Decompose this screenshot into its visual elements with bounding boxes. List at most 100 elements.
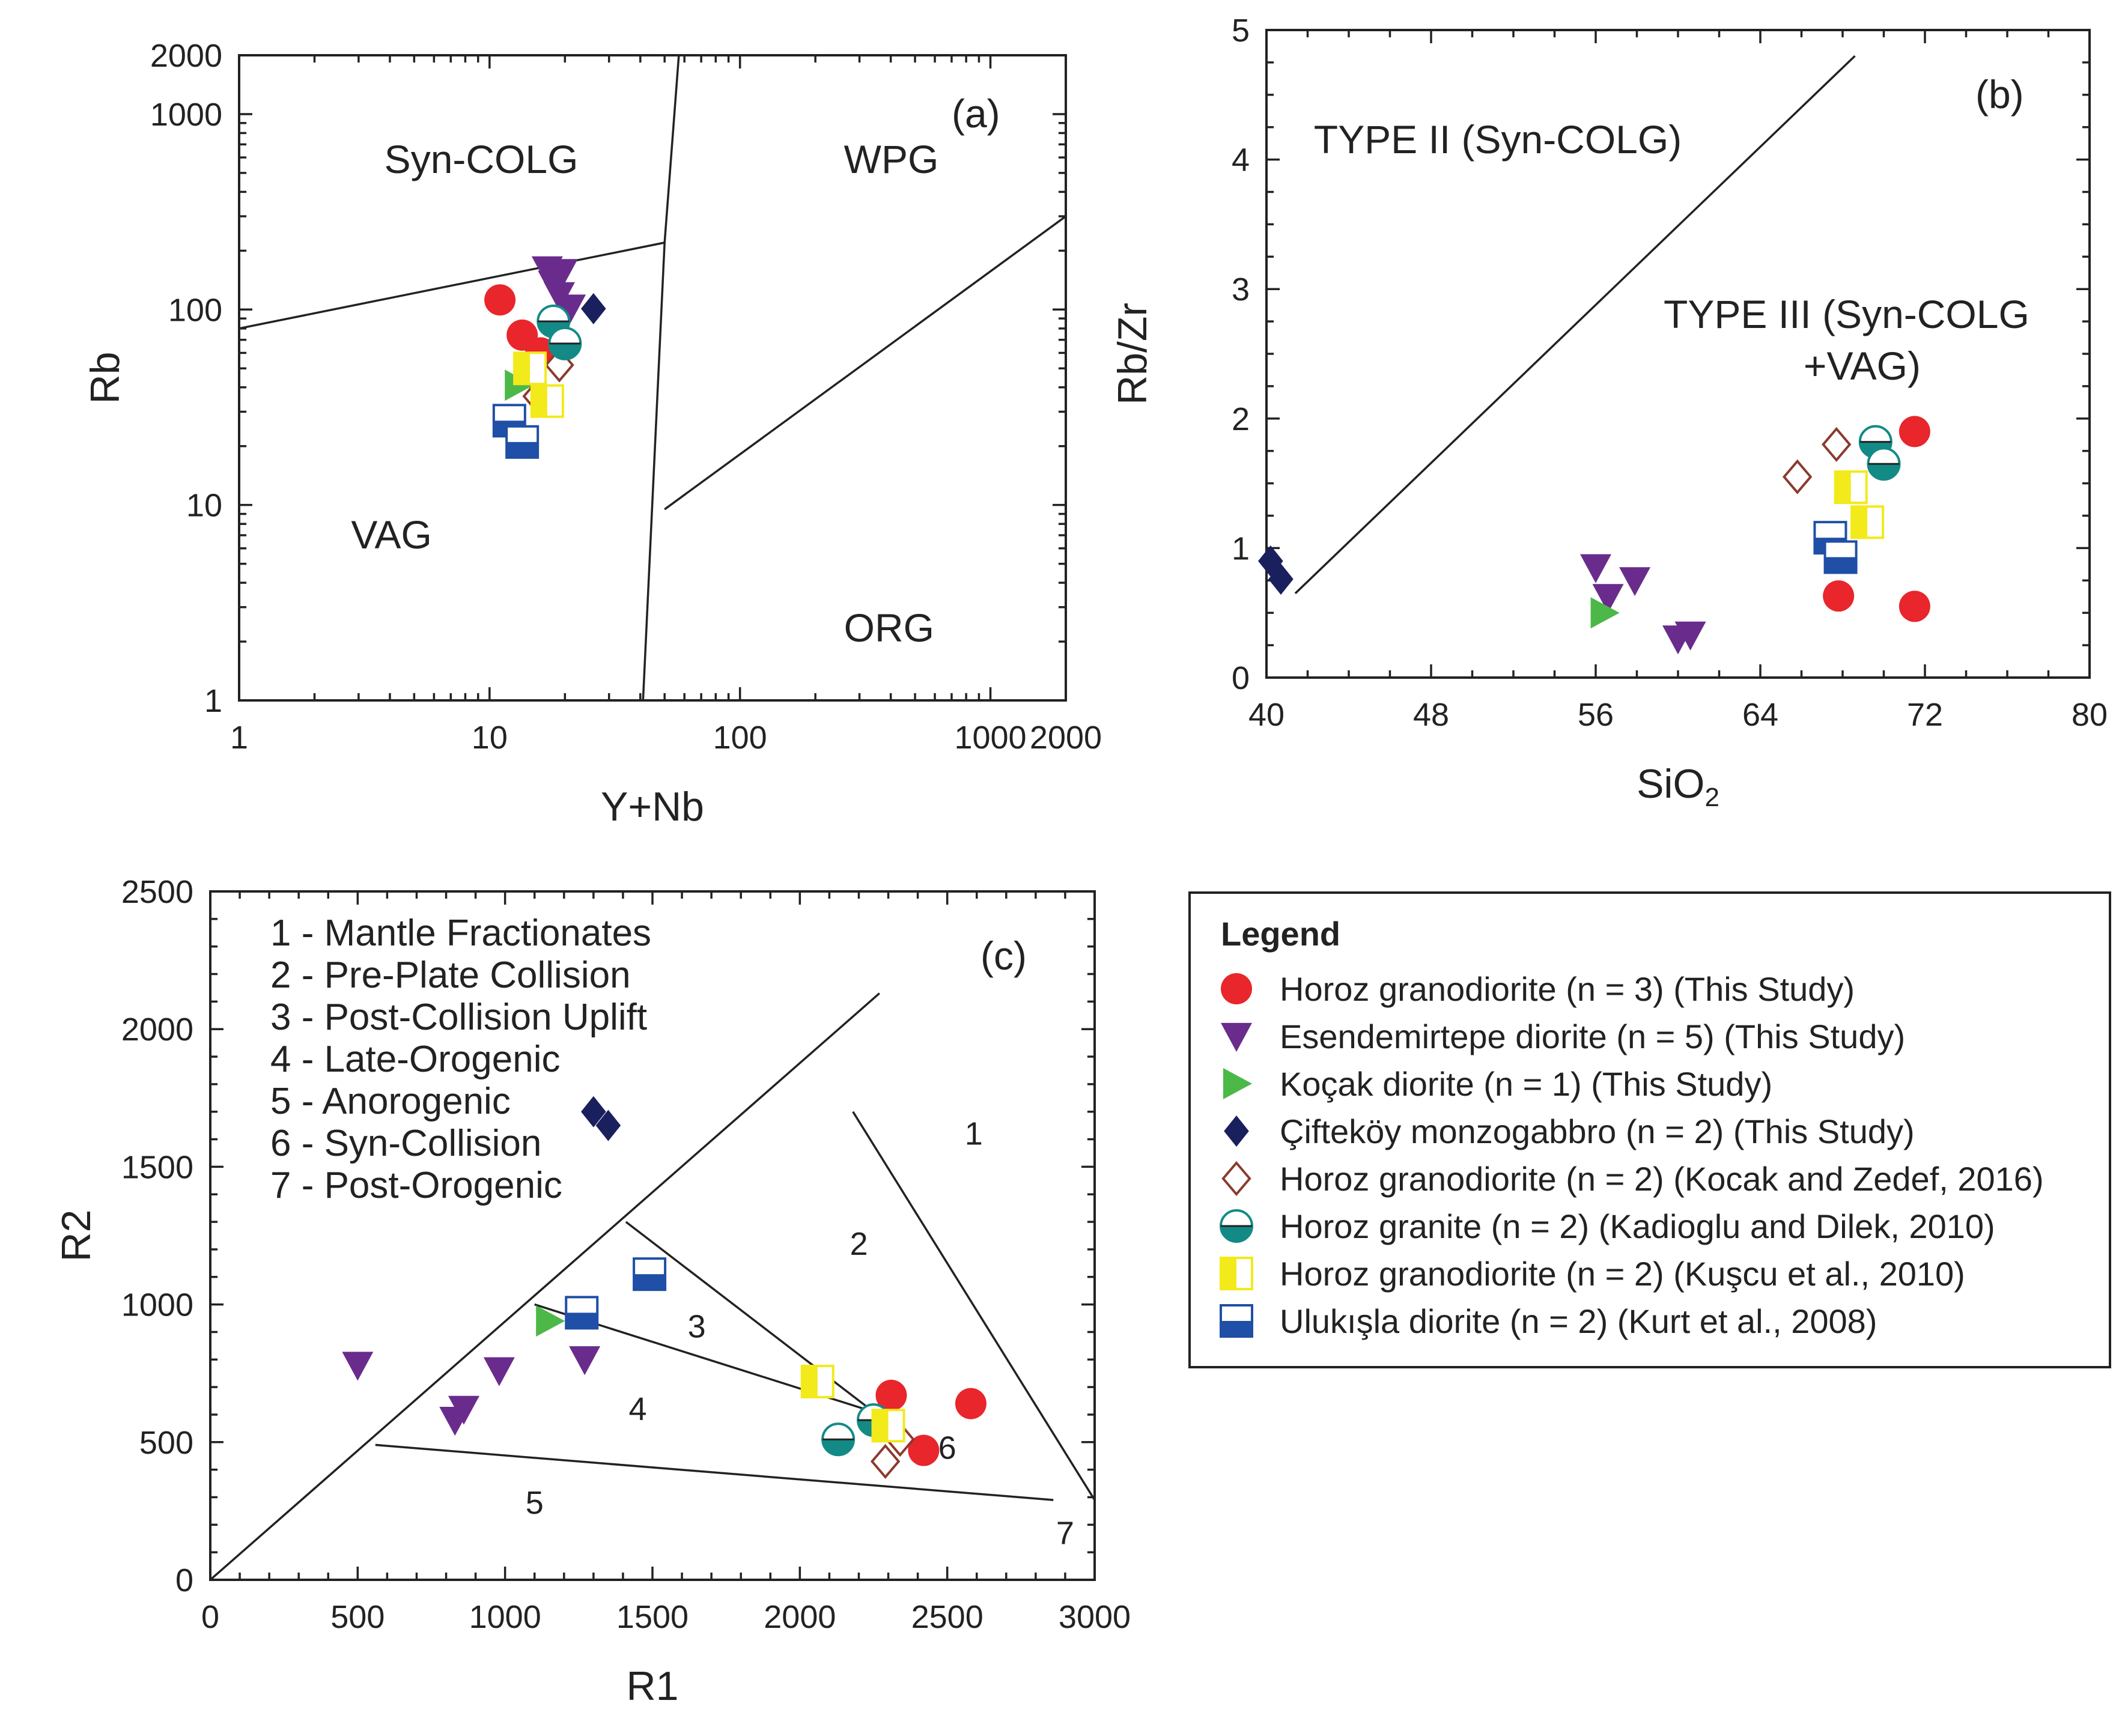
- c-data-point-fill: [634, 1274, 666, 1290]
- a-data-point-shape: [484, 284, 516, 316]
- a-field-boundary: [664, 215, 1067, 511]
- c-x-tick-label: 500: [330, 1599, 385, 1635]
- c-x-tick-label: 2000: [764, 1599, 836, 1635]
- legend-marker: [1221, 973, 1252, 1004]
- b-data-point: [1590, 597, 1620, 629]
- b-data-point: [1580, 554, 1611, 583]
- b-data-point: [1662, 625, 1694, 655]
- a-field-label: Syn-COLG: [385, 137, 579, 181]
- b-x-axis-title-text: SiO: [1637, 761, 1704, 807]
- legend-marker-fill: [1221, 1258, 1236, 1289]
- a-y-tick-label: 100: [168, 292, 222, 328]
- b-series-circle-half: [1858, 425, 1901, 481]
- c-data-point: [342, 1352, 374, 1381]
- b-x-tick-label: 40: [1248, 697, 1284, 733]
- b-data-point: [1782, 459, 1813, 494]
- b-series-square-half-h: [1813, 521, 1858, 574]
- c-data-point: [800, 1364, 835, 1398]
- a-y-tick-label: 2000: [150, 38, 222, 74]
- b-data-point: [1823, 580, 1855, 612]
- c-x-tick-label: 3000: [1059, 1599, 1131, 1635]
- c-field-list-item: 5 - Anorogenic: [270, 1081, 511, 1122]
- c-data-point: [439, 1407, 471, 1436]
- legend-entry-label: Horoz granodiorite (n = 2) (Kuşcu et al.…: [1280, 1255, 1965, 1293]
- c-x-axis-title-text: R1: [627, 1663, 679, 1709]
- c-x-tick-label: 2500: [911, 1599, 983, 1635]
- legend-entry-label: Horoz granodiorite (n = 2) (Kocak and Ze…: [1280, 1160, 2044, 1198]
- legend-marker-shape: [1223, 1068, 1252, 1099]
- b-series-square-half-v: [1834, 470, 1885, 539]
- a-series-tri-right: [505, 369, 534, 401]
- a-x-tick-label: 2000: [1030, 720, 1102, 756]
- a-data-point: [530, 384, 564, 418]
- legend-frame: [1188, 891, 2111, 1368]
- a-plot-frame: [238, 54, 1067, 702]
- c-data-point-shape: [569, 1346, 601, 1376]
- a-data-point-shape: [505, 369, 534, 401]
- b-y-tick-label: 0: [1232, 660, 1250, 696]
- b-y-axis-title: Rb/Zr: [1110, 303, 1155, 405]
- a-x-axis-title-text: Y+Nb: [601, 784, 704, 830]
- b-x-axis-title: SiO2: [1637, 761, 1719, 812]
- c-field-boundary: [852, 1111, 1096, 1501]
- c-data-point-fill: [801, 1365, 818, 1397]
- c-field-boundary: [375, 1443, 1054, 1501]
- legend-marker: [1220, 1257, 1253, 1290]
- legend-box: Legend Horoz granodiorite (n = 3) (This S…: [1188, 891, 2111, 1368]
- a-x-tick-label: 1: [230, 720, 248, 756]
- b-data-point-fill: [1825, 557, 1856, 573]
- c-y-tick-label: 2000: [121, 1012, 193, 1048]
- legend-marker-fill: [1221, 1226, 1252, 1242]
- b-data-point: [1850, 505, 1885, 539]
- a-field-boundary: [642, 242, 666, 701]
- b-data-point-shape: [1580, 554, 1611, 583]
- c-field-list-item: 2 - Pre-Plate Collision: [270, 954, 631, 996]
- c-data-point: [595, 1109, 621, 1141]
- a-field-label: WPG: [844, 137, 939, 181]
- a-data-point-shape: [581, 293, 606, 324]
- a-data-point: [581, 293, 606, 324]
- c-series-square-half-v: [800, 1364, 905, 1443]
- c-data-point: [871, 1409, 905, 1443]
- a-data-point-fill: [531, 385, 547, 417]
- c-field-number: 3: [688, 1309, 706, 1345]
- legend-entry-label: Esendemirtepe diorite (n = 5) (This Stud…: [1280, 1018, 1905, 1055]
- c-y-tick-label: 0: [175, 1562, 193, 1598]
- a-data-point: [505, 369, 534, 401]
- c-field-list-item: 1 - Mantle Fractionates: [270, 912, 651, 954]
- b-data-point-shape: [1590, 597, 1620, 629]
- c-data-point: [821, 1422, 856, 1457]
- b-series-tri-right: [1590, 597, 1620, 629]
- a-series-diamond: [581, 293, 606, 324]
- b-data-point-shape: [1592, 584, 1624, 613]
- b-series-tri-down: [1580, 554, 1706, 655]
- c-field-number: 1: [965, 1116, 983, 1152]
- b-data-point: [1619, 567, 1651, 596]
- legend-marker-shape: [1221, 1161, 1251, 1197]
- c-data-point-fill: [822, 1439, 854, 1455]
- a-y-tick-label: 1: [204, 683, 222, 719]
- a-y-tick-label: 10: [186, 488, 222, 524]
- panel-c-r1-r2-diagram: 0 500 1000 1500 2000 2500 3000 0 500 1000 1500 2000…: [53, 874, 1131, 1709]
- b-x-tick-label: 72: [1907, 697, 1943, 733]
- a-field-boundary: [239, 55, 680, 330]
- b-panel-label: (b): [1975, 72, 2024, 117]
- legend-entry-label: Çifteköy monzogabbro (n = 2) (This Study…: [1280, 1112, 1915, 1150]
- legend-marker-fill: [1221, 1321, 1252, 1337]
- c-field-list-item: 3 - Post-Collision Uplift: [270, 997, 647, 1038]
- c-data-point: [870, 1443, 901, 1479]
- b-data-point: [1834, 470, 1868, 505]
- c-series-tri-down: [342, 1346, 601, 1436]
- a-data-point-fill: [506, 442, 538, 458]
- c-panel-label: (c): [980, 933, 1027, 978]
- b-x-tick-label: 56: [1578, 697, 1614, 733]
- a-data-point-shape: [555, 294, 586, 324]
- c-field-number: 7: [1056, 1515, 1074, 1551]
- c-data-point-shape: [439, 1407, 471, 1436]
- a-y-tick-label: 1000: [150, 97, 222, 133]
- b-data-point-shape: [1899, 416, 1930, 448]
- c-field-boundary: [209, 992, 880, 1581]
- c-x-tick-label: 1000: [469, 1599, 541, 1635]
- c-data-point: [581, 1096, 606, 1127]
